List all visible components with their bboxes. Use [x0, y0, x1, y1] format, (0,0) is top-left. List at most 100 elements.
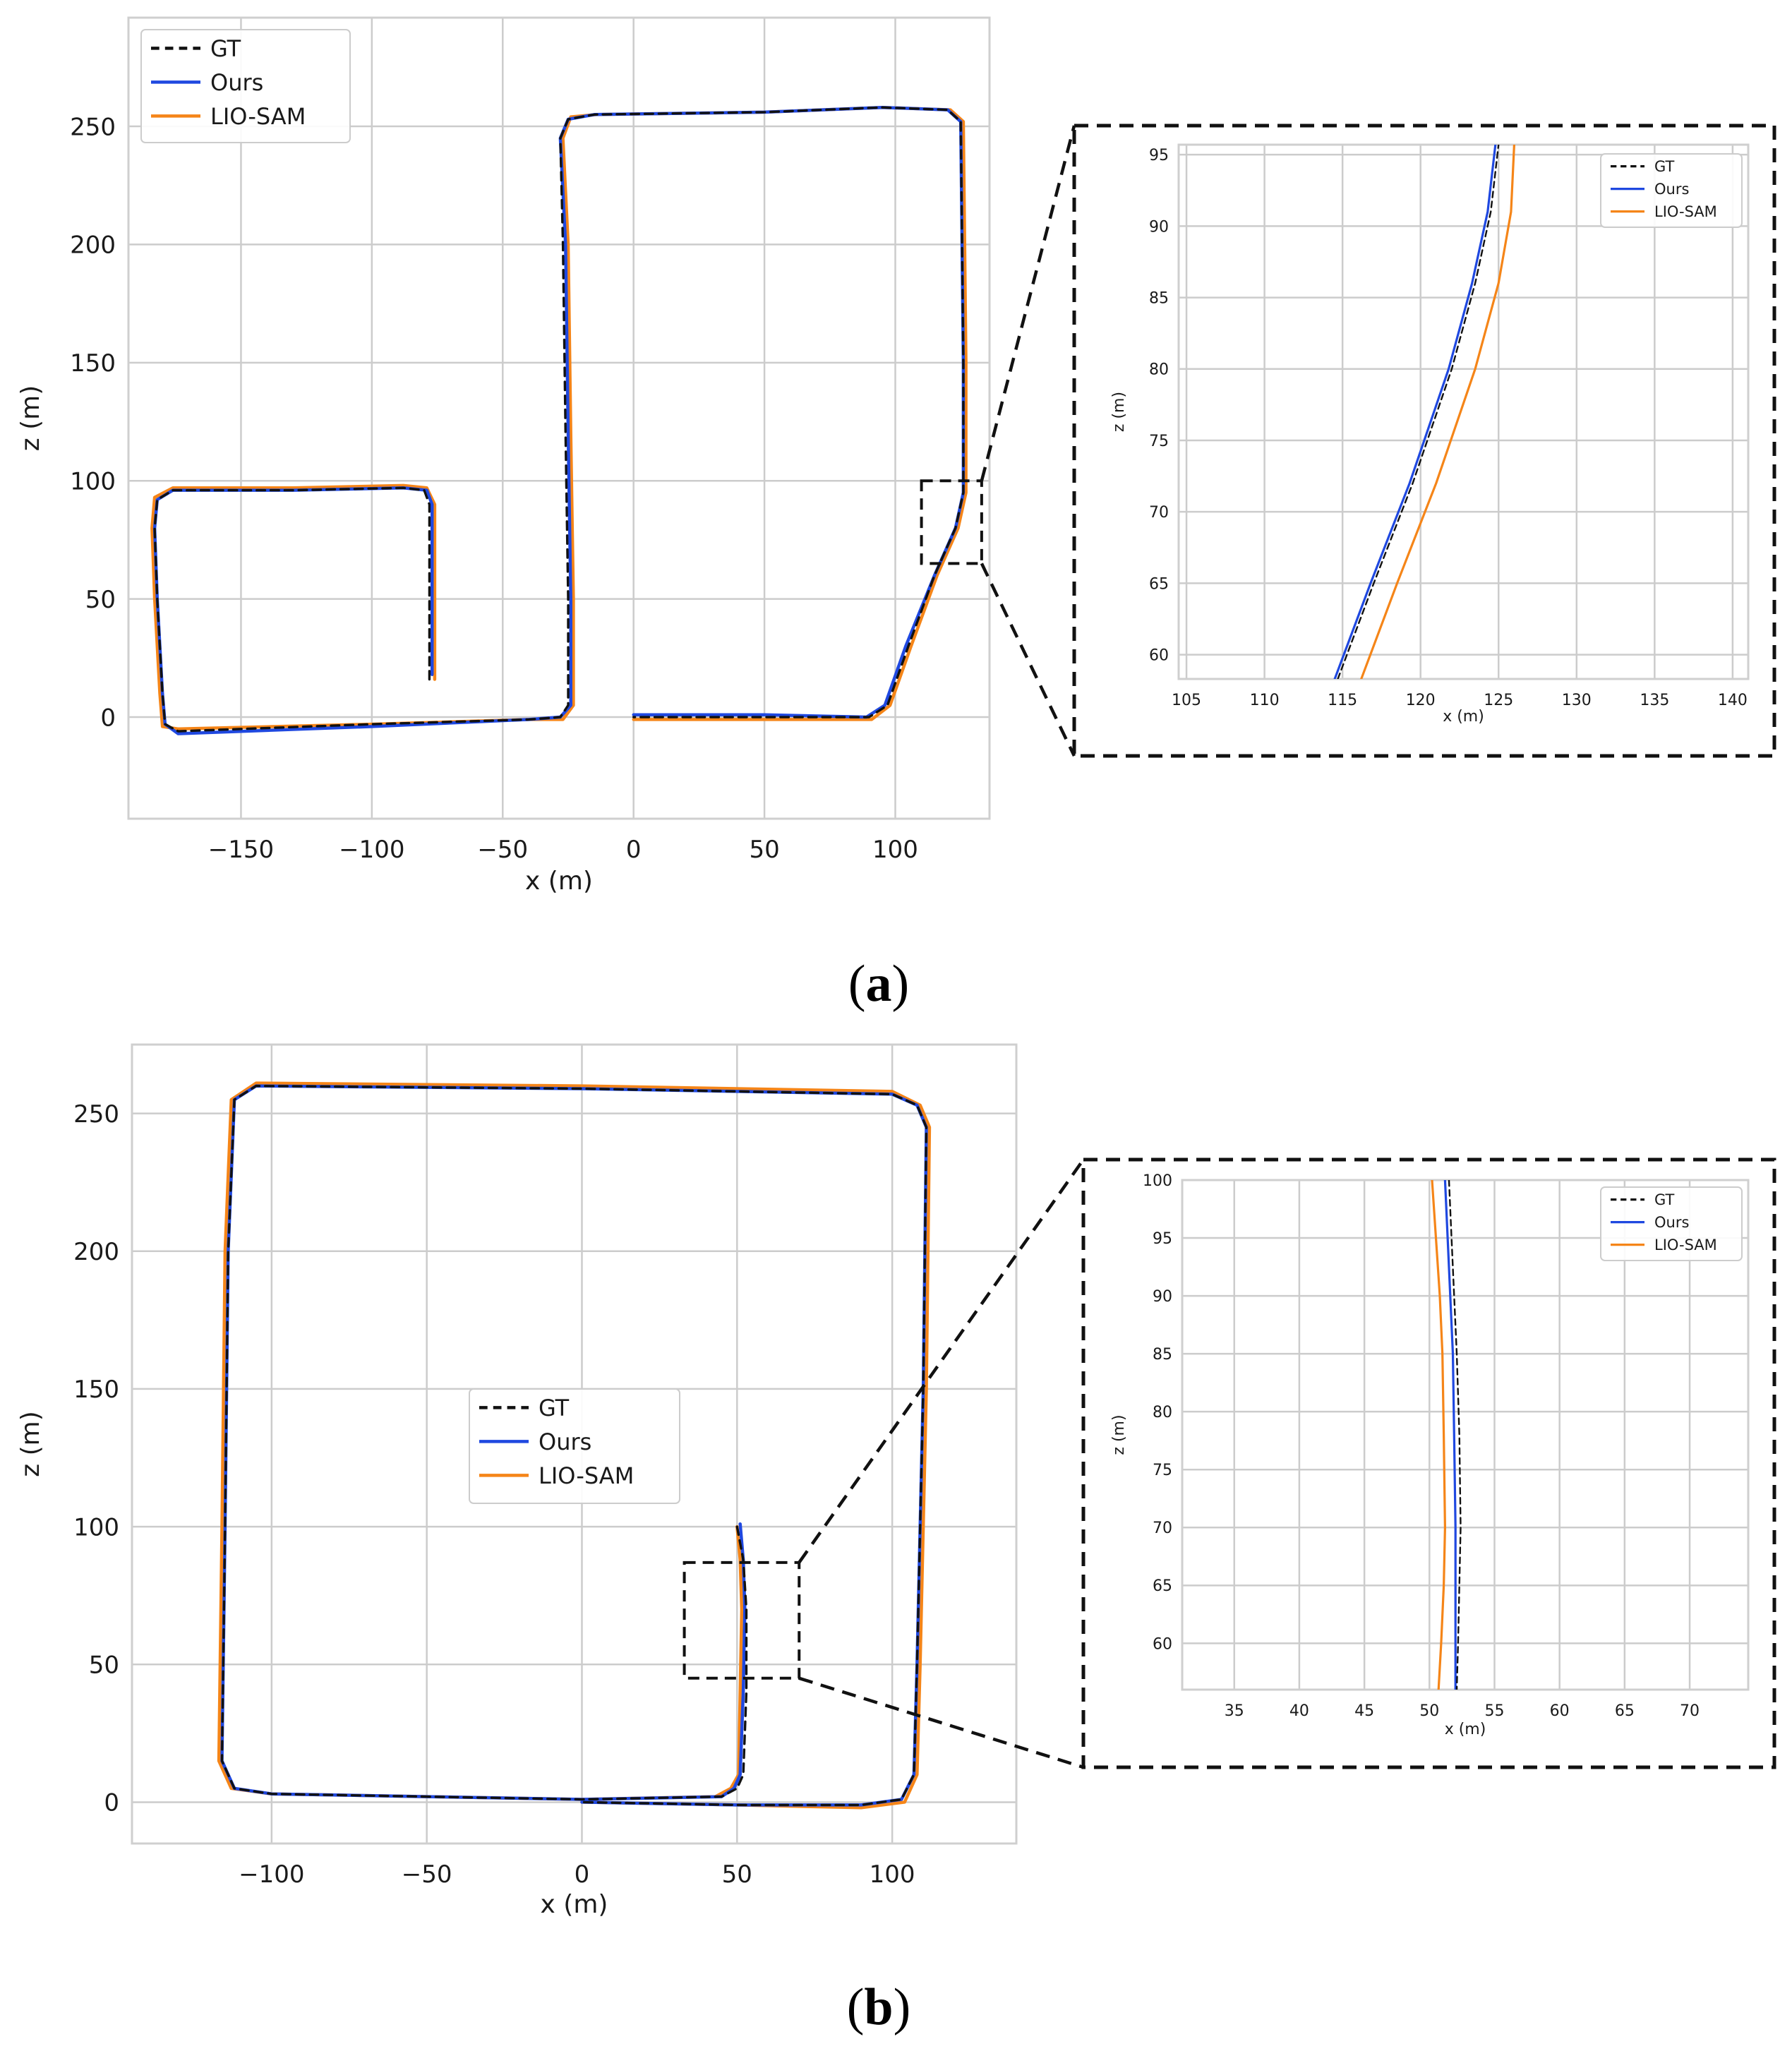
panel-b-main-x-tick-label: 100 [870, 1860, 915, 1889]
panel-b-inset-x-tick-label: 60 [1550, 1702, 1570, 1720]
panel-b-main-x-tick-label: −50 [402, 1860, 452, 1889]
panel-a-inset-legend: GT Ours LIO-SAM [1600, 153, 1743, 228]
panel-a-main-x-axis-label: x (m) [525, 867, 593, 896]
panel-a-inset-y-tick-label: 90 [1149, 218, 1169, 236]
panel-b-zoom-box [682, 1560, 801, 1680]
panel-a-main-x-tick-label: −100 [339, 836, 404, 864]
panel-b-main-series-gt-line [220, 1084, 928, 1807]
panel-a-inset-x-tick-label: 125 [1484, 692, 1513, 709]
panel-a-inset-legend-label: LIO-SAM [1654, 203, 1717, 220]
panel-a-inset-plot: 105 110 115 120 125 130 135 140 60 65 70 75 80 85 90 95… [1110, 143, 1750, 726]
panel-a-inset-y-axis-label: z (m) [1110, 392, 1128, 432]
panel-a-inset-y-tick-label: 60 [1149, 647, 1169, 665]
panel-a-inset-y-tick-label: 65 [1149, 575, 1169, 593]
panel-a-main-axes-frame [127, 16, 991, 820]
panel-b-inset-y-tick-label: 80 [1153, 1404, 1172, 1421]
panel-b-inset-plot: 35 40 45 50 55 60 65 70 60 65 70 75 80 85 90 95 100 x (m)… [1110, 1172, 1750, 1738]
panel-b-inset-dashed-frame [1081, 1157, 1776, 1769]
panel-a-main-y-tick-label: 250 [70, 113, 116, 141]
panel-b-connector-bottom [798, 1676, 1084, 1769]
panel-b-inset-x-tick-label: 70 [1680, 1702, 1700, 1720]
panel-a-caption: (a) [848, 955, 909, 1013]
panel-a-main-x-tick-label: −150 [208, 836, 274, 864]
panel-b-inset-legend: GT Ours LIO-SAM [1600, 1186, 1743, 1261]
panel-b-inset-axes-frame [1181, 1179, 1750, 1691]
panel-a-main-y-axis-label: z (m) [16, 385, 45, 452]
panel-b-main-axes-frame [131, 1043, 1018, 1845]
panel-b-inset-y-tick-label: 95 [1153, 1230, 1172, 1248]
panel-a-main-y-tick-label: 150 [70, 349, 116, 378]
panel-b-inset-series-gt-line [1448, 1180, 1462, 1690]
panel-b-main-series-group [217, 1081, 932, 1810]
panel-b-inset-x-tick-label: 55 [1484, 1702, 1504, 1720]
panel-a-connector-top [980, 125, 1076, 481]
panel-a-main-series-liosam-line [150, 105, 968, 731]
panel-b-inset-y-tick-label: 100 [1143, 1172, 1172, 1190]
panel-a-main-series-gt-line [153, 106, 965, 733]
panel-b-main-x-tick-label: 50 [722, 1860, 752, 1889]
panel-a-main-series-group [150, 105, 968, 735]
panel-a-inset-x-tick-label: 115 [1328, 692, 1357, 709]
panel-b-main-legend: GT Ours LIO-SAM [469, 1388, 680, 1504]
panel-b-inset-y-tick-label: 60 [1153, 1635, 1172, 1653]
panel-b-inset-x-tick-label: 40 [1289, 1702, 1309, 1720]
panel-a-main-legend: GT Ours LIO-SAM [140, 29, 351, 143]
panel-a-inset-x-tick-label: 110 [1250, 692, 1280, 709]
panel-a-main-legend-label: LIO-SAM [210, 103, 306, 130]
panel-a-inset-series-ours-line [1333, 145, 1497, 679]
panel-a-inset-x-tick-label: 140 [1718, 692, 1748, 709]
panel-b-inset-frame [1081, 1157, 1776, 1769]
panel-a-inset-y-tick-label: 85 [1149, 289, 1169, 307]
panel-b-main-y-tick-label: 0 [104, 1789, 119, 1817]
panel-b-main-series-liosam-line [217, 1081, 932, 1810]
panel-a-inset-x-tick-label: 130 [1562, 692, 1592, 709]
panel-b-inset-y-tick-label: 85 [1153, 1346, 1172, 1364]
panel-b-main-x-axis-label: x (m) [541, 1890, 608, 1919]
panel-b-inset-y-axis-label: z (m) [1110, 1414, 1128, 1455]
panel-b-inset-plot-area [1182, 1180, 1748, 1690]
panel-b-inset-series-ours-line [1443, 1180, 1457, 1690]
panel-a-main-y-tick-label: 50 [85, 586, 116, 614]
panel-a-zoom-connectors [980, 125, 1076, 757]
panel-b-main-plot: −100 −50 0 50 100 0 50 100 150 200 250 x (m) z (m) GT… [16, 1043, 1018, 1919]
panel-a-inset-plot-area [1179, 145, 1748, 679]
panel-a-inset-series-group [1333, 145, 1515, 679]
panel-b-inset-series-liosam-line [1431, 1180, 1446, 1690]
panel-a-inset-y-tick-label: 80 [1149, 361, 1169, 379]
panel-b-inset-x-axis-label: x (m) [1445, 1721, 1486, 1738]
panel-a-main-x-tick-label: 50 [749, 836, 779, 864]
panel-b-main-legend-label: GT [539, 1395, 570, 1421]
panel-a-main-plot-area [128, 18, 990, 819]
panel-a-inset-y-tick-label: 70 [1149, 504, 1169, 522]
panel-a-inset-legend-label: GT [1654, 158, 1675, 175]
panel-b-main-y-tick-label: 150 [73, 1376, 119, 1404]
panel-b-inset-x-tick-label: 35 [1225, 1702, 1244, 1720]
panel-a-inset-y-tick-label: 75 [1149, 433, 1169, 450]
panel-b-inset-legend-label: Ours [1654, 1214, 1689, 1231]
panel-b-inset-y-tick-label: 70 [1153, 1520, 1172, 1537]
panel-b-main-y-tick-label: 250 [73, 1100, 119, 1129]
panel-b-inset-y-tick-label: 75 [1153, 1462, 1172, 1479]
panel-a-main-x-tick-label: −50 [477, 836, 528, 864]
panel-a-main-series-ours-line [152, 105, 966, 735]
panel-a-main-x-tick-label: 100 [872, 836, 918, 864]
panel-a-main-x-tick-label: 0 [626, 836, 642, 864]
panel-b-zoom-connectors [798, 1158, 1085, 1769]
panel-a-inset-frame [1072, 124, 1776, 758]
panel-a-main-legend-label: GT [210, 35, 241, 62]
panel-a-inset-series-gt-line [1337, 145, 1500, 679]
panel-b-main-y-axis-label: z (m) [16, 1411, 45, 1477]
panel-b-main-y-tick-label: 100 [73, 1513, 119, 1541]
panel-a-main-legend-box [140, 29, 351, 143]
panel-b-inset-legend-box [1600, 1186, 1743, 1261]
panel-a-main-y-tick-label: 200 [70, 231, 116, 260]
panel-a-main-legend-label: Ours [210, 69, 263, 96]
panel-a-inset-x-tick-label: 135 [1640, 692, 1669, 709]
panel-b-main-y-tick-label: 200 [73, 1238, 119, 1266]
panel-b-inset-x-tick-label: 50 [1419, 1702, 1439, 1720]
panel-a-inset-series-liosam-line [1360, 145, 1515, 679]
panel-a-inset-x-tick-label: 120 [1406, 692, 1436, 709]
panel-b-main-legend-label: Ours [539, 1429, 591, 1455]
panel-a-inset-x-tick-label: 105 [1172, 692, 1201, 709]
